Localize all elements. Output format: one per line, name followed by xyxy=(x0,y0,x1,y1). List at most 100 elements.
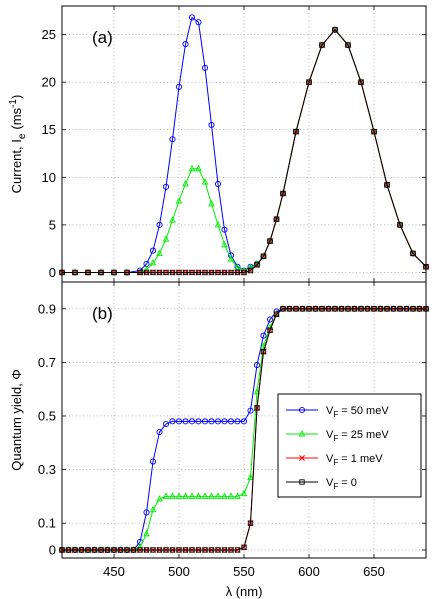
data-point xyxy=(143,509,150,516)
data-point xyxy=(214,180,222,188)
data-point xyxy=(208,492,215,499)
data-point xyxy=(156,269,163,276)
data-point xyxy=(214,418,222,425)
data-point xyxy=(182,269,189,276)
data-point xyxy=(175,83,183,90)
data-point xyxy=(124,547,130,553)
x-tick-label: 500 xyxy=(168,564,190,579)
data-point xyxy=(319,306,325,312)
data-point xyxy=(156,221,163,228)
y-tick-label: 10 xyxy=(42,170,56,185)
data-point xyxy=(162,420,170,428)
data-point xyxy=(358,79,364,85)
legend-label-prefix: V xyxy=(326,477,334,489)
data-point xyxy=(149,458,157,465)
series-line xyxy=(62,29,427,273)
data-point xyxy=(78,547,85,553)
data-point xyxy=(227,418,235,425)
data-point xyxy=(85,547,91,553)
data-point xyxy=(280,190,286,197)
data-point xyxy=(201,492,209,499)
y-tick-label: 0.3 xyxy=(38,462,56,477)
legend-label-prefix: V xyxy=(326,453,334,465)
data-point xyxy=(188,14,196,21)
data-point xyxy=(221,492,228,499)
data-point xyxy=(345,306,351,312)
data-point xyxy=(306,79,312,85)
data-point xyxy=(299,306,306,312)
data-point xyxy=(338,306,345,312)
panel-b-quantum-yield: 0 0.1 0.3 0.5 0.7 0.9 450 500 550 600 650 (b) Quantu… xyxy=(9,281,430,599)
y-tick-label: 0.7 xyxy=(38,355,56,370)
data-point xyxy=(345,42,351,48)
data-point xyxy=(163,269,169,276)
data-point xyxy=(410,250,416,257)
data-point xyxy=(293,306,299,312)
data-point xyxy=(234,418,241,425)
legend-label-sub: F xyxy=(333,482,338,491)
data-point xyxy=(111,269,117,276)
data-point xyxy=(234,263,241,271)
y-tick-label: 0.1 xyxy=(38,516,56,531)
data-point xyxy=(266,316,274,323)
data-point xyxy=(202,269,208,276)
data-point xyxy=(182,41,189,48)
data-point xyxy=(182,492,189,499)
data-point xyxy=(130,547,137,553)
data-point xyxy=(189,547,195,553)
data-point xyxy=(332,306,338,312)
data-point xyxy=(306,306,312,312)
data-point xyxy=(208,269,215,276)
data-point xyxy=(143,265,150,273)
data-point xyxy=(117,547,124,553)
x-tick-label: 650 xyxy=(363,564,385,579)
data-point xyxy=(377,306,384,312)
data-point xyxy=(208,547,215,553)
data-point xyxy=(371,128,377,135)
data-point xyxy=(182,547,189,553)
data-point xyxy=(351,306,358,312)
data-point xyxy=(111,547,117,553)
data-point xyxy=(273,216,280,222)
x-axis-label: λ (nm) xyxy=(226,584,263,599)
data-point xyxy=(267,238,273,244)
data-point xyxy=(286,306,293,312)
data-point xyxy=(384,182,390,188)
legend-entry: VF = 25 meV xyxy=(286,429,389,443)
legend-label-suffix: = 1 meV xyxy=(338,453,383,465)
data-point xyxy=(156,547,163,553)
legend-marker xyxy=(299,455,305,461)
data-point xyxy=(188,492,196,499)
data-point xyxy=(65,547,72,553)
data-point xyxy=(143,269,150,276)
data-point xyxy=(175,197,183,204)
data-point xyxy=(397,306,403,312)
data-point xyxy=(149,505,157,513)
data-point xyxy=(169,492,176,499)
y-tick-label: 0 xyxy=(49,542,56,557)
legend-entry: VF = 50 meV xyxy=(286,405,389,419)
series-4 xyxy=(59,27,429,276)
data-point xyxy=(312,306,319,312)
data-point xyxy=(397,222,403,228)
data-point xyxy=(234,269,241,276)
legend-label-suffix: = 25 meV xyxy=(338,429,389,441)
data-point xyxy=(221,240,228,248)
legend-label: VF = 50 meV xyxy=(326,405,389,419)
data-point xyxy=(195,19,202,26)
data-point xyxy=(201,178,209,185)
data-point xyxy=(260,332,267,339)
data-point xyxy=(162,183,170,190)
data-point xyxy=(169,547,176,553)
data-point xyxy=(195,418,202,425)
data-point xyxy=(169,269,176,276)
data-point xyxy=(137,269,143,276)
data-point xyxy=(72,547,78,553)
data-point xyxy=(293,128,299,135)
data-point xyxy=(234,492,241,499)
legend-label-prefix: V xyxy=(326,429,334,441)
data-point xyxy=(247,520,254,526)
data-point xyxy=(253,362,261,369)
